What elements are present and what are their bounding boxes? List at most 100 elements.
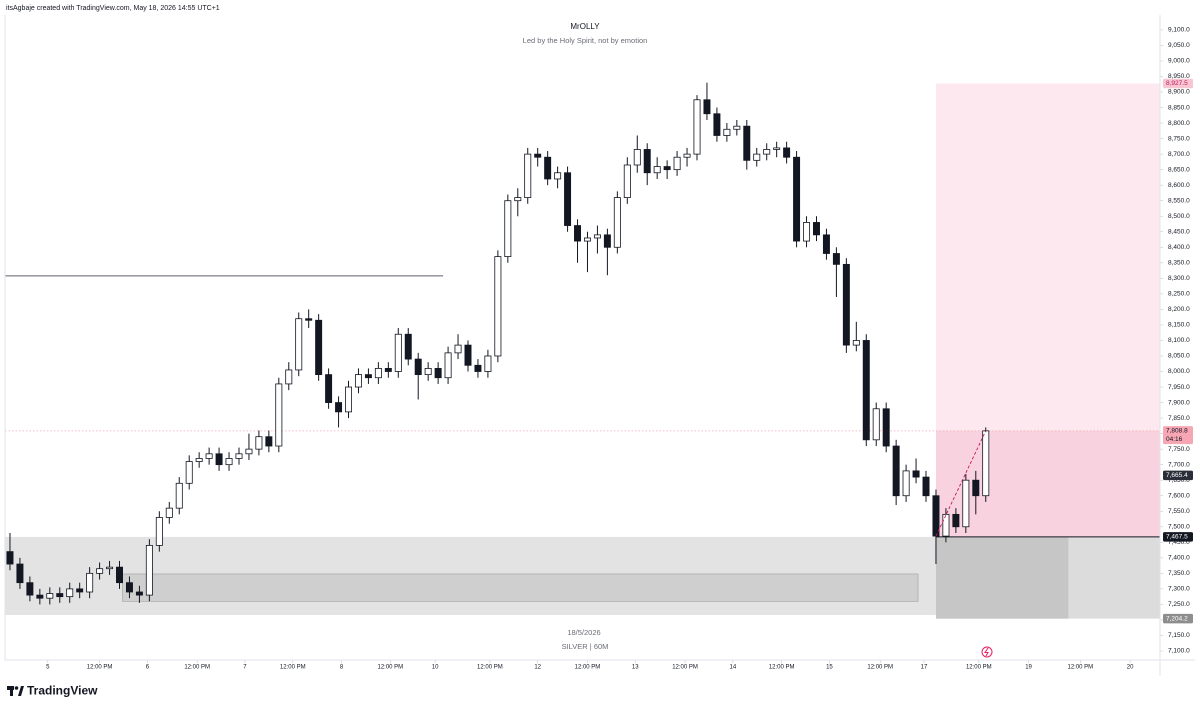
x-tick-label: 10: [432, 665, 439, 671]
candle-body: [295, 318, 303, 371]
y-tick-label: 8,150.0: [1168, 322, 1190, 329]
y-tick-label: 8,550.0: [1168, 197, 1190, 204]
zone: [122, 573, 919, 602]
price-tag-label: 7,808.8: [1166, 428, 1188, 435]
candle-body: [215, 453, 223, 466]
candle-body: [106, 566, 114, 570]
candle-body: [16, 563, 24, 584]
candle-body: [76, 588, 84, 593]
candle-body: [364, 374, 372, 379]
y-tick-label: 8,200.0: [1168, 306, 1190, 313]
price-tag: [1163, 613, 1193, 624]
y-tick-label: 8,500.0: [1168, 213, 1190, 220]
candle-body: [245, 448, 253, 455]
candle-body: [842, 263, 850, 346]
y-tick-label: 8,850.0: [1168, 104, 1190, 111]
candle-body: [404, 333, 412, 360]
y-tick-label: 7,750.0: [1168, 446, 1190, 453]
candle-body: [673, 156, 681, 171]
candle-body: [554, 172, 562, 180]
candle-body: [783, 147, 791, 158]
symbol-label: SILVER | 60M: [562, 642, 609, 651]
candle-body: [703, 99, 711, 115]
x-tick-label: 12:00 PM: [966, 665, 992, 671]
candle-body: [822, 234, 830, 254]
y-tick-label: 8,000.0: [1168, 368, 1190, 375]
y-tick-label: 7,600.0: [1168, 492, 1190, 499]
candle-body: [603, 234, 611, 248]
x-tick-label: 15: [826, 665, 833, 671]
candle-body: [892, 445, 900, 497]
price-tag: [1163, 532, 1193, 542]
axes: 7,100.07,150.07,200.07,250.07,300.07,350…: [46, 27, 1190, 671]
candle-body: [454, 344, 462, 354]
candle-body: [444, 352, 452, 379]
date-label: 18/5/2026: [567, 628, 600, 637]
candle-body: [952, 513, 960, 528]
candle-body: [175, 482, 183, 509]
candle-body: [155, 517, 163, 546]
y-tick-label: 7,150.0: [1168, 632, 1190, 639]
candle-body: [773, 147, 781, 150]
y-tick-label: 9,050.0: [1168, 42, 1190, 49]
price-tag-label: 7,665.4: [1166, 472, 1188, 479]
candle-body: [653, 166, 661, 174]
candle-body: [66, 588, 74, 598]
candle-body: [643, 149, 651, 174]
y-tick-label: 9,000.0: [1168, 58, 1190, 65]
x-tick-label: 12:00 PM: [184, 665, 210, 671]
candle-body: [574, 225, 582, 242]
candle-body: [743, 125, 751, 161]
chart-subtitle: Led by the Holy Spirit, not by emotion: [523, 36, 648, 45]
x-tick-label: 20: [1127, 665, 1134, 671]
zone: [935, 536, 1069, 619]
candle-body: [305, 318, 313, 321]
candle-body: [623, 164, 631, 198]
x-tick-label: 5: [46, 665, 50, 671]
candle-body: [733, 125, 741, 130]
candle-body: [832, 253, 840, 265]
y-tick-label: 7,700.0: [1168, 461, 1190, 468]
y-tick-label: 8,100.0: [1168, 337, 1190, 344]
x-tick-label: 19: [1025, 665, 1032, 671]
candle-body: [813, 222, 820, 236]
price-tags: 8,927.5 7,808.804:16 7,665.4 7,467.5 7,204.2: [1163, 78, 1193, 624]
logo-part: [14, 686, 19, 690]
candle-body: [434, 367, 442, 379]
zones: [5, 83, 1160, 619]
candle-body: [275, 383, 283, 447]
candle-body: [763, 149, 771, 155]
y-tick-label: 7,500.0: [1168, 523, 1190, 530]
candle-body: [374, 367, 382, 379]
candle-body: [125, 582, 133, 593]
candle-body: [534, 153, 542, 158]
candle-body: [942, 513, 950, 537]
y-tick-label: 7,300.0: [1168, 586, 1190, 593]
brand-logo: TradingView: [7, 684, 98, 698]
candle-body: [633, 149, 641, 166]
countdown: 04:16: [1166, 436, 1183, 443]
candle-body: [345, 386, 352, 413]
y-tick-label: 8,800.0: [1168, 120, 1190, 127]
candle-body: [564, 172, 572, 226]
x-tick-label: 12:00 PM: [867, 665, 893, 671]
alert-icon[interactable]: [981, 646, 993, 658]
price-tag: [1163, 470, 1193, 481]
candle-body: [46, 593, 54, 599]
candle-body: [335, 402, 343, 413]
y-tick-label: 7,950.0: [1168, 384, 1190, 391]
y-tick-label: 8,650.0: [1168, 166, 1190, 173]
candle-body: [235, 453, 243, 459]
price-tag: [1163, 426, 1193, 445]
candle-body: [922, 476, 930, 497]
candle-body: [165, 507, 173, 518]
candle-body: [793, 156, 801, 242]
candle-body: [504, 200, 512, 258]
y-tick-label: 7,850.0: [1168, 415, 1190, 422]
x-tick-label: 12:00 PM: [575, 665, 601, 671]
x-tick-label: 12: [534, 665, 541, 671]
logo-part: [18, 686, 24, 696]
y-tick-label: 8,300.0: [1168, 275, 1190, 282]
price-tag-label: 7,467.5: [1166, 534, 1188, 541]
candle-body: [663, 166, 671, 171]
